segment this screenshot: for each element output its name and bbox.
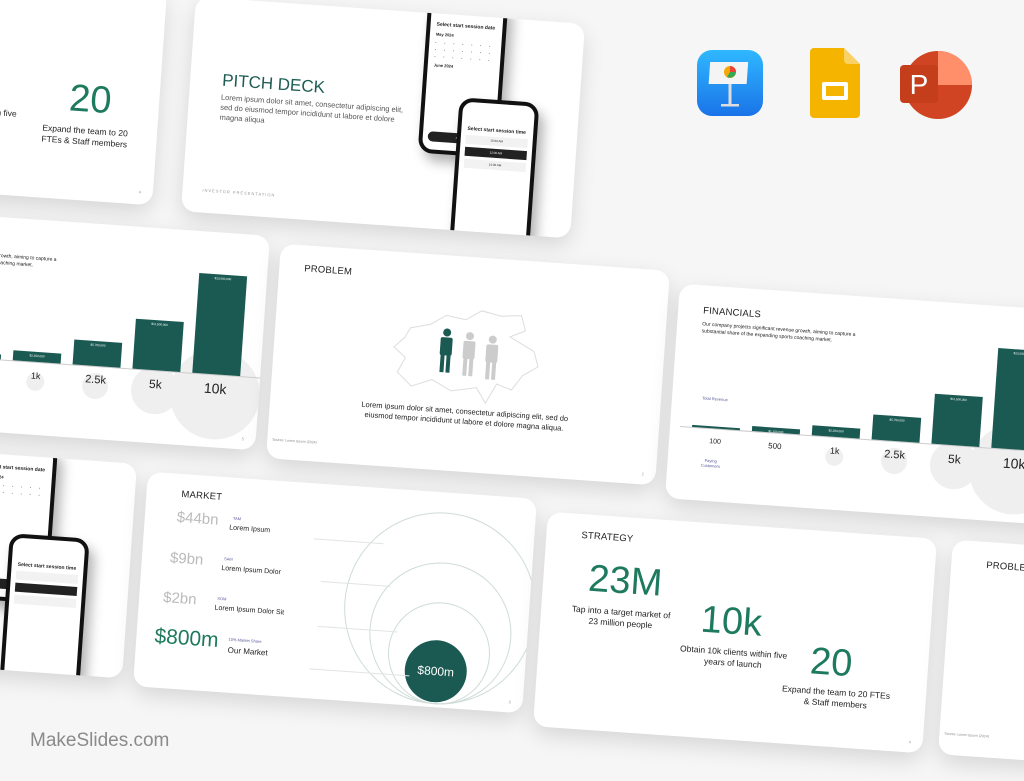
slide-strategy[interactable]: STRATEGY 23M Tap into a target market of… xyxy=(532,511,938,754)
powerpoint-icon: P xyxy=(898,50,974,120)
slide-title: PROBLEM xyxy=(985,560,1024,575)
customer-count-label: 500 xyxy=(767,441,782,452)
stat-value: 20 xyxy=(67,77,113,123)
month-label: June 2024 xyxy=(433,62,454,69)
tam-tag: TAM xyxy=(232,515,242,522)
time-option[interactable] xyxy=(13,594,77,608)
revenue-axis-label: Total Revenue xyxy=(702,395,728,403)
calendar-grid: •••••••••••••• xyxy=(2,483,41,498)
customer-count-label: 1k xyxy=(829,445,840,456)
phone-heading: Select start session date xyxy=(436,21,496,32)
revenue-bar: $1,150,000 xyxy=(751,426,801,435)
bar-value-label: $5,750,000 xyxy=(90,342,106,348)
stat-caption: Obtain 10k clients within five years of … xyxy=(0,101,18,119)
page-number: 3 xyxy=(508,699,511,705)
svg-text:P: P xyxy=(910,69,929,100)
page-number: 2 xyxy=(641,471,644,477)
revenue-bar: $5,750,000 xyxy=(871,414,922,443)
page-number: 5 xyxy=(241,436,244,442)
tam-value: $44bn xyxy=(176,508,220,529)
sam-value: $9bn xyxy=(169,549,204,569)
slide-strategy-partial[interactable]: 10k Obtain 10k clients within five years… xyxy=(0,0,168,206)
revenue-bar: $1,150,000 xyxy=(0,351,2,360)
revenue-bar: $230,000 xyxy=(692,424,741,433)
slide-body: Lorem ipsum dolor sit amet, consectetur … xyxy=(219,92,404,125)
bar-value-label: $2,300,000 xyxy=(29,353,45,359)
sam-label: Lorem Ipsum Dolor xyxy=(221,565,282,577)
stat-caption: Tap into a target market of 23 million p… xyxy=(571,603,671,630)
stat-caption: Obtain 10k clients within five years of … xyxy=(679,643,788,670)
slide-financials[interactable]: FINANCIALS Our company projects significa… xyxy=(664,283,1024,526)
source-note: Source: Lorem Ipsum (2024) xyxy=(272,437,317,445)
our-market-value: $800m xyxy=(153,624,220,652)
slide-description: Our company projects significant revenue… xyxy=(0,246,57,269)
market-share-tag: 10% Market Share xyxy=(228,636,262,644)
stat-value: 20 xyxy=(808,640,854,686)
page-number: 4 xyxy=(908,739,911,745)
makeslides-watermark: MakeSlides.com xyxy=(30,730,170,751)
revenue-bar: $5,750,000 xyxy=(72,339,123,368)
som-value: $2bn xyxy=(162,589,198,609)
sam-tag: SAM xyxy=(223,556,233,562)
google-slides-icon xyxy=(810,48,860,118)
stat-caption: Expand the team to 20 FTEs & Staff membe… xyxy=(781,683,891,710)
time-option-selected[interactable]: 12:00 AM xyxy=(464,146,528,161)
revenue-bar: $11,500,000 xyxy=(931,393,983,447)
slide-description: Our company projects significant revenue… xyxy=(701,321,856,344)
slide-title: FINANCIALS xyxy=(702,305,762,321)
bar-value-label: $5,750,000 xyxy=(889,417,905,423)
revenue-bar: $23,000,000 xyxy=(192,273,248,377)
bar-value-label: $23,000,000 xyxy=(1013,351,1024,357)
slide-market[interactable]: MARKET $800m $44bn TAM Lorem Ipsum $9bn … xyxy=(132,471,538,714)
tam-label: Lorem Ipsum xyxy=(228,524,271,535)
phone-mockup-time: Select start session time xyxy=(0,533,90,679)
people-icon xyxy=(439,328,499,380)
slide-pitch-deck[interactable]: PITCH DECK Lorem ipsum dolor sit amet, c… xyxy=(180,0,586,239)
stat-value: 10k xyxy=(699,598,764,645)
slide-problem-partial[interactable]: PROBLEM Source: Lorem Ipsum (2024) xyxy=(937,539,1024,781)
customer-count-label: 2.5k xyxy=(84,372,107,387)
slide-title: PROBLEM xyxy=(303,263,353,278)
source-note: Source: Lorem Ipsum (2024) xyxy=(944,731,990,739)
slide-app-mockup-partial[interactable]: Select start session date May 2024 •••••… xyxy=(0,436,138,679)
time-option[interactable] xyxy=(15,570,79,585)
region-map-outline xyxy=(393,310,539,405)
bar-value-label: $11,500,000 xyxy=(950,396,967,402)
slide-title: MARKET xyxy=(181,489,223,503)
customer-count-label: 10k xyxy=(203,379,228,398)
phone-mockup-time: Select start session time 10:00 AM 12:00… xyxy=(448,97,540,239)
our-market-label: Our Market xyxy=(227,645,268,658)
slide-footer: INVESTOR PRESENTATION xyxy=(202,187,276,198)
page-number: 4 xyxy=(138,189,142,195)
customers-axis-label: Paying Customers xyxy=(700,457,721,469)
customer-count-label: 1k xyxy=(30,370,41,381)
keynote-icon xyxy=(697,50,763,116)
time-option-selected[interactable] xyxy=(14,582,78,596)
customer-count-label: 2.5k xyxy=(883,447,906,462)
time-option[interactable]: 10:00 AM xyxy=(465,134,528,149)
slide-problem[interactable]: PROBLEM Lorem ipsum dolor sit amet, cons… xyxy=(265,243,671,486)
phone-heading: Select start session date xyxy=(0,463,46,474)
month-label: May 2024 xyxy=(435,31,454,38)
bar-value-label: $11,500,000 xyxy=(151,321,168,327)
bar-value-label: $230,000 xyxy=(709,428,723,433)
time-option[interactable]: 14:00 AM xyxy=(463,158,527,173)
stat-caption: Expand the team to 20 FTEs & Staff membe… xyxy=(41,122,129,150)
som-tag: SOM xyxy=(217,595,227,602)
stat-value: 23M xyxy=(586,557,664,605)
customer-count-label: 500 xyxy=(0,365,1,377)
bar-value-label: $2,300,000 xyxy=(828,428,844,434)
bar-value-label: $23,000,000 xyxy=(214,276,232,282)
calendar-grid: • • • • • • • • • • • • • • • • • • • • • xyxy=(434,40,491,63)
revenue-bar: $23,000,000 xyxy=(991,348,1024,452)
bar-value-label: $1,150,000 xyxy=(768,429,784,435)
slide-title: STRATEGY xyxy=(581,530,634,545)
revenue-bar: $11,500,000 xyxy=(132,318,184,372)
som-label: Lorem Ipsum Dolor Sit xyxy=(214,604,285,617)
customer-count-label: 100 xyxy=(708,437,722,446)
month-label: May 2024 xyxy=(0,473,4,480)
